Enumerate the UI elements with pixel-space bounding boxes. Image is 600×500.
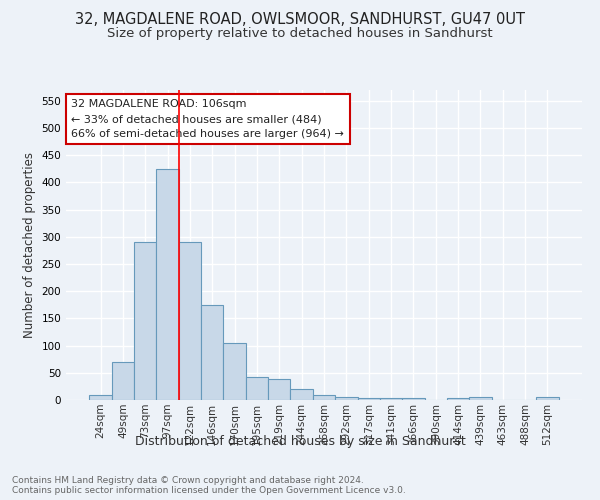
Bar <box>402 398 425 400</box>
Bar <box>358 398 380 400</box>
Bar <box>290 389 313 400</box>
Bar <box>335 396 358 400</box>
Text: Size of property relative to detached houses in Sandhurst: Size of property relative to detached ho… <box>107 28 493 40</box>
Bar <box>268 380 290 400</box>
Bar <box>223 343 246 400</box>
Bar <box>380 398 402 400</box>
Bar <box>157 169 179 400</box>
Y-axis label: Number of detached properties: Number of detached properties <box>23 152 36 338</box>
Bar <box>112 362 134 400</box>
Bar <box>134 242 157 400</box>
Bar <box>246 376 268 400</box>
Bar <box>179 242 201 400</box>
Bar <box>89 394 112 400</box>
Text: Contains HM Land Registry data © Crown copyright and database right 2024.
Contai: Contains HM Land Registry data © Crown c… <box>12 476 406 495</box>
Text: 32, MAGDALENE ROAD, OWLSMOOR, SANDHURST, GU47 0UT: 32, MAGDALENE ROAD, OWLSMOOR, SANDHURST,… <box>75 12 525 28</box>
Bar <box>201 305 223 400</box>
Text: Distribution of detached houses by size in Sandhurst: Distribution of detached houses by size … <box>134 435 466 448</box>
Text: 32 MAGDALENE ROAD: 106sqm
← 33% of detached houses are smaller (484)
66% of semi: 32 MAGDALENE ROAD: 106sqm ← 33% of detac… <box>71 100 344 139</box>
Bar <box>447 398 469 400</box>
Bar <box>536 398 559 400</box>
Bar <box>469 396 491 400</box>
Bar <box>313 394 335 400</box>
